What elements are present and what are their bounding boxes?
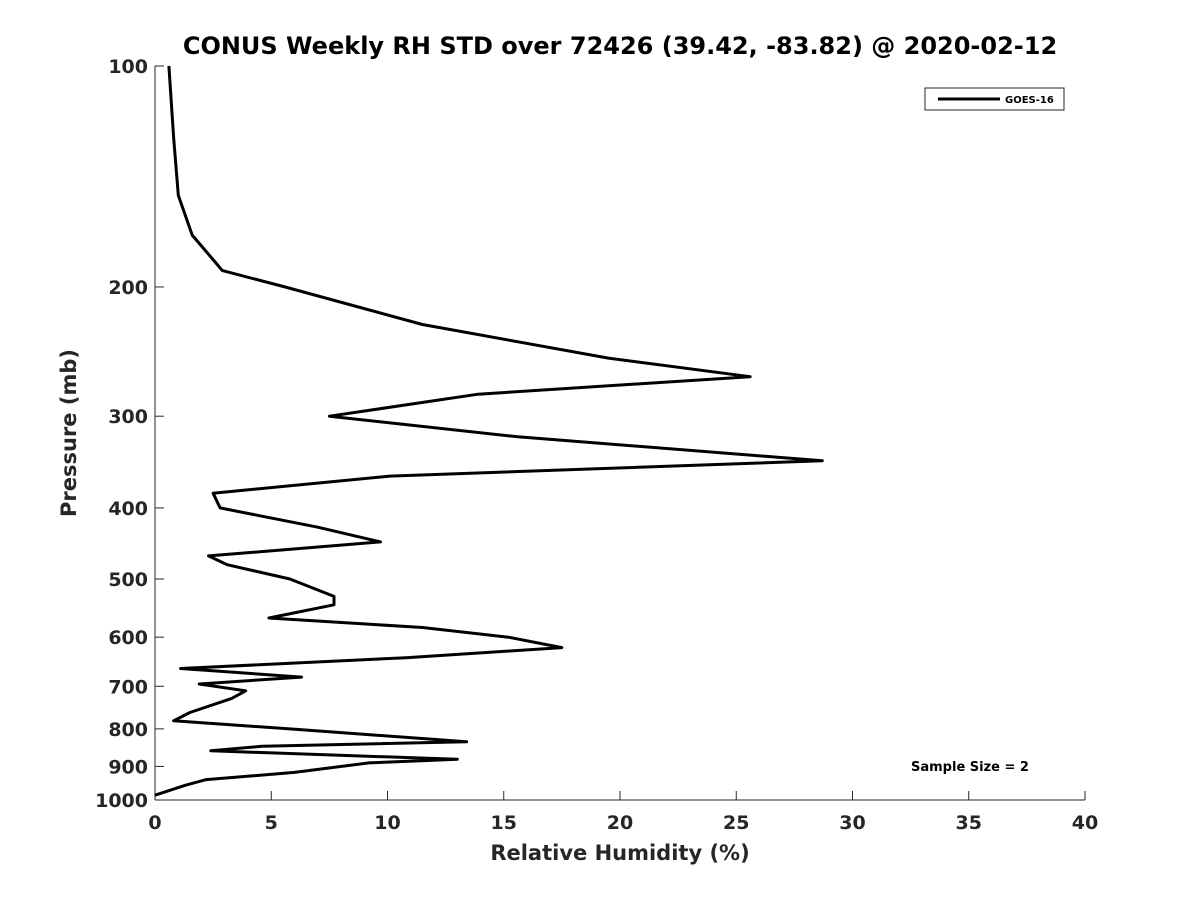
y-tick-label: 900 bbox=[108, 756, 148, 778]
series-line-goes16 bbox=[154, 65, 824, 797]
plot-axes bbox=[154, 66, 1085, 801]
legend-entry: GOES-16 bbox=[1005, 95, 1054, 106]
y-ticks: 100 200 300 400 500 600 700 800 900 1000 bbox=[95, 56, 164, 812]
x-ticks: 0 5 10 15 20 25 30 35 40 bbox=[148, 791, 1098, 834]
y-tick-label: 600 bbox=[108, 627, 148, 649]
x-tick-label: 25 bbox=[723, 812, 749, 834]
y-tick-label: 300 bbox=[108, 406, 148, 428]
x-tick-label: 10 bbox=[374, 812, 400, 834]
x-tick-label: 30 bbox=[839, 812, 865, 834]
y-tick-label: 500 bbox=[108, 569, 148, 591]
x-tick-label: 0 bbox=[148, 812, 161, 834]
y-tick-label: 800 bbox=[108, 719, 148, 741]
y-tick-label: 1000 bbox=[95, 790, 148, 812]
x-tick-label: 20 bbox=[607, 812, 633, 834]
sample-size-annotation: Sample Size = 2 bbox=[911, 760, 1029, 775]
x-tick-label: 35 bbox=[956, 812, 982, 834]
legend: GOES-16 bbox=[924, 87, 1065, 111]
x-tick-label: 40 bbox=[1072, 812, 1098, 834]
x-tick-label: 5 bbox=[265, 812, 278, 834]
y-tick-label: 700 bbox=[108, 676, 148, 698]
y-tick-label: 100 bbox=[108, 56, 148, 78]
chart-title: CONUS Weekly RH STD over 72426 (39.42, -… bbox=[183, 32, 1057, 60]
y-tick-label: 200 bbox=[108, 277, 148, 299]
x-axis-label: Relative Humidity (%) bbox=[490, 841, 749, 865]
y-tick-label: 400 bbox=[108, 498, 148, 520]
y-axis-label: Pressure (mb) bbox=[57, 349, 81, 517]
x-tick-label: 15 bbox=[491, 812, 517, 834]
